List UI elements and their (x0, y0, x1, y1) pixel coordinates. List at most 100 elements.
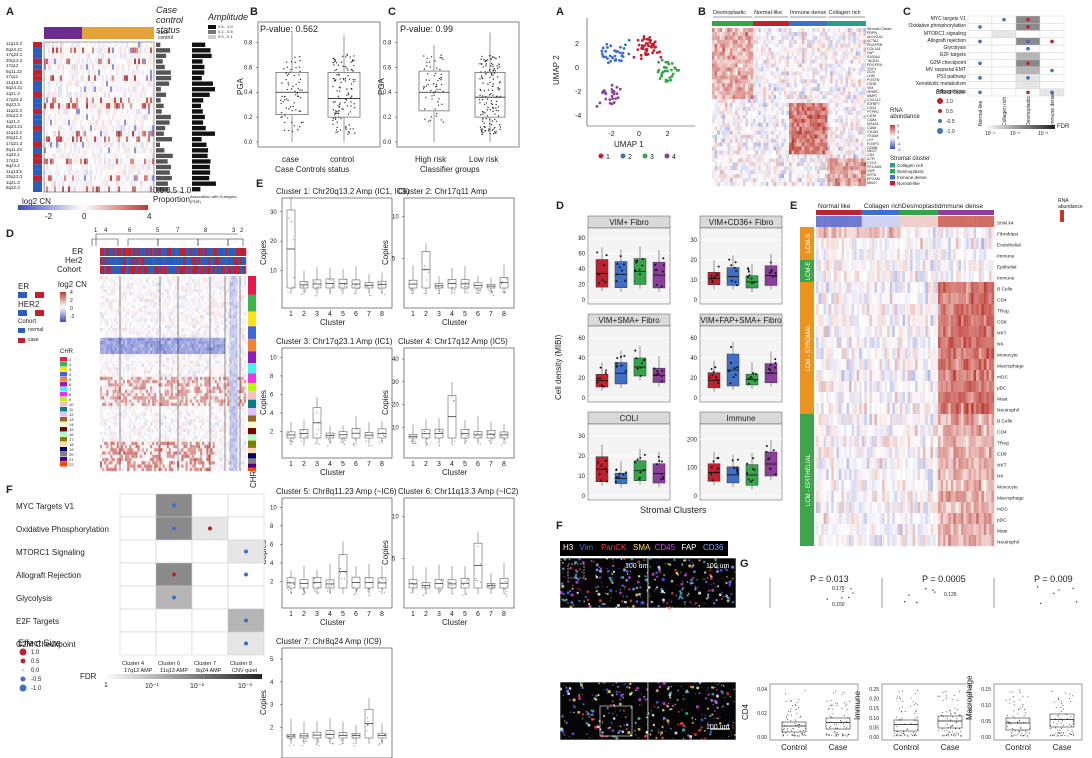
heat-cell (204, 292, 207, 296)
heat-cell (122, 53, 125, 59)
heat-cell (88, 97, 91, 104)
heat-cell (160, 363, 163, 368)
heat-cell (70, 164, 73, 170)
heat-cell (179, 373, 182, 377)
heat-cell (125, 328, 128, 332)
heat-cell (195, 289, 199, 293)
heat-cell (52, 42, 55, 48)
heat-cell (189, 380, 192, 384)
y-tick: 0.4 (244, 90, 253, 96)
heat-cell (114, 383, 117, 387)
heat-cell (120, 386, 124, 390)
heat-cell (166, 298, 170, 303)
lowrisk-box-point (495, 130, 497, 133)
heat-cell (74, 108, 77, 115)
heat-cell (122, 108, 125, 115)
case-box-point (298, 81, 300, 83)
er-cell (214, 248, 217, 256)
heat-cell (193, 292, 197, 296)
heat-cell (88, 186, 91, 193)
heat-cell (131, 315, 134, 319)
heat-cell (58, 180, 61, 187)
heat-cell (223, 341, 226, 345)
heat-cell (152, 302, 155, 306)
heat-cell (72, 103, 75, 109)
er-cell (154, 248, 157, 256)
heat-cell (243, 324, 247, 329)
heat-cell (116, 347, 119, 351)
heat-cell (58, 158, 61, 165)
heat-cell (145, 386, 149, 390)
heat-cell (104, 279, 107, 283)
heat-cell (235, 354, 238, 358)
heat-cell (110, 114, 113, 120)
heat-cell (88, 158, 91, 165)
case-box-point (298, 55, 301, 58)
heat-cell (220, 347, 224, 351)
heat-cell (243, 389, 247, 394)
heat-cell (214, 337, 217, 342)
heat-cell (173, 344, 176, 348)
heat-cell (100, 180, 103, 187)
heat-cell (160, 285, 163, 290)
heat-cell (223, 350, 226, 355)
heat-cell (122, 337, 126, 342)
control-box-point (338, 86, 341, 88)
heat-cell (72, 42, 75, 48)
heat-cell (227, 341, 230, 345)
lowrisk-box-point (495, 132, 497, 134)
proportion-bar (156, 187, 169, 192)
heat-cell (137, 383, 140, 387)
heat-cell (72, 169, 75, 176)
heat-cell (116, 357, 119, 361)
heat-cell (179, 334, 182, 338)
heat-cell (118, 80, 121, 87)
heat-cell (175, 341, 178, 345)
heat-cell (183, 389, 186, 394)
heat-cell (98, 130, 101, 137)
heat-cell (78, 125, 81, 132)
heat-cell (134, 47, 137, 54)
heat-cell (116, 324, 119, 329)
heat-cell (156, 389, 159, 394)
heat-cell (108, 147, 111, 154)
heat-cell (102, 147, 105, 154)
heat-cell (52, 169, 55, 176)
heat-cell (135, 386, 138, 390)
heat-cell (50, 103, 53, 109)
heat-cell (52, 175, 55, 182)
heat-cell (122, 125, 125, 132)
er-cell (158, 248, 161, 256)
heat-cell (175, 363, 178, 368)
heat-cell (204, 376, 207, 381)
heat-cell (84, 58, 87, 65)
heat-cell (110, 337, 113, 342)
heat-cell (235, 282, 238, 286)
heat-cell (241, 295, 245, 299)
heat-cell (60, 180, 63, 187)
heat-cell (112, 393, 115, 397)
heat-cell (114, 308, 117, 312)
er-cell (166, 248, 170, 256)
heat-cell (108, 186, 111, 193)
her2-cell (133, 257, 136, 265)
heat-cell (179, 318, 182, 322)
amp-legend-swatch (208, 35, 216, 39)
heat-cell (162, 389, 165, 394)
lowrisk-box-point (492, 69, 494, 72)
heat-cell (110, 328, 113, 332)
heat-cell (150, 334, 153, 338)
heat-cell (145, 331, 149, 335)
heat-cell (104, 350, 107, 355)
heat-cell (110, 396, 113, 400)
heat-cell (204, 331, 207, 335)
heat-cell (135, 393, 138, 397)
heat-cell (56, 147, 59, 154)
heat-cell (233, 285, 236, 290)
heat-cell (116, 289, 119, 293)
heat-cell (148, 47, 151, 54)
heat-cell (212, 360, 215, 364)
heat-cell (160, 282, 163, 286)
heat-cell (82, 58, 85, 65)
heat-cell (92, 80, 95, 87)
